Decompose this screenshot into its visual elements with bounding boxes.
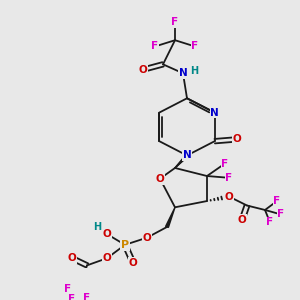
Text: F: F [266,218,274,227]
Text: O: O [139,65,147,75]
Polygon shape [166,207,175,227]
Text: N: N [178,68,188,78]
Text: N: N [183,151,191,160]
Text: F: F [83,292,91,300]
Text: O: O [156,174,164,184]
Text: P: P [121,240,129,250]
Text: O: O [103,253,111,263]
Text: F: F [225,173,233,183]
Text: O: O [225,192,233,202]
Text: H: H [190,67,198,76]
Text: F: F [273,196,280,206]
Text: F: F [171,17,178,27]
Text: N: N [210,108,219,118]
Text: O: O [103,229,111,239]
Text: O: O [129,258,137,268]
Polygon shape [175,154,188,168]
Text: F: F [152,41,159,52]
Text: F: F [64,284,72,294]
Text: O: O [68,253,76,263]
Text: O: O [142,233,152,243]
Text: O: O [238,215,246,225]
Text: F: F [191,41,199,52]
Text: H: H [93,222,101,232]
Text: O: O [232,134,241,144]
Text: F: F [278,209,285,219]
Text: F: F [68,294,76,300]
Text: F: F [221,158,229,169]
